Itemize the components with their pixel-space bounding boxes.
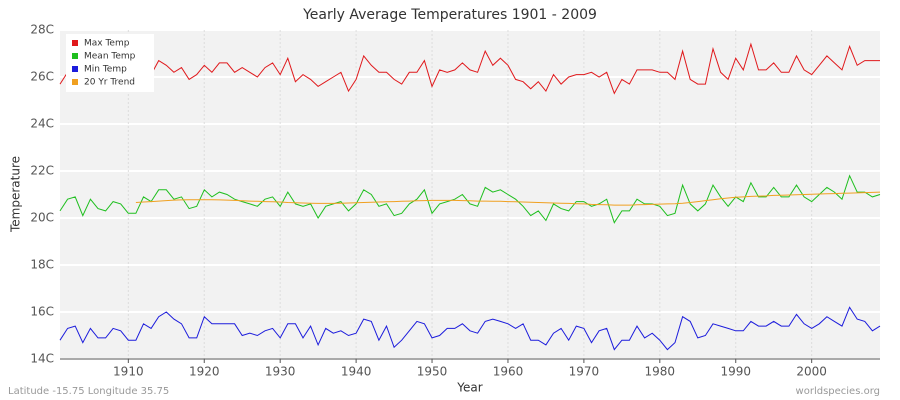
series-line — [59, 174, 881, 224]
legend-swatch — [72, 79, 78, 85]
footer-left: Latitude -15.75 Longitude 35.75 — [8, 386, 169, 397]
legend-label: Min Temp — [84, 65, 127, 75]
y-tick-label: 20C — [30, 211, 54, 225]
y-tick-label: 22C — [30, 164, 54, 178]
x-tick-label: 1980 — [645, 365, 676, 379]
legend-swatch — [72, 53, 78, 59]
footer-right: worldspecies.org — [796, 386, 880, 397]
legend-label: Mean Temp — [84, 52, 136, 62]
series-line — [135, 191, 881, 206]
series-line — [59, 42, 880, 95]
y-tick-label: 24C — [30, 117, 54, 131]
x-tick-label: 1910 — [113, 365, 144, 379]
y-tick-label: 28C — [30, 23, 54, 37]
chart-title: Yearly Average Temperatures 1901 - 2009 — [302, 7, 597, 23]
x-tick-label: 2000 — [796, 365, 827, 379]
y-tick-label: 26C — [30, 70, 54, 84]
x-tick-label: 1920 — [189, 365, 220, 379]
x-tick-label: 1970 — [569, 365, 600, 379]
x-tick-label: 1990 — [720, 365, 751, 379]
x-tick-label: 1940 — [341, 365, 372, 379]
y-axis-label: Temperature — [9, 156, 23, 233]
y-tick-label: 18C — [30, 258, 54, 272]
x-tick-label: 1930 — [265, 365, 296, 379]
legend-label: 20 Yr Trend — [84, 78, 135, 88]
x-tick-label: 1950 — [417, 365, 448, 379]
y-tick-label: 16C — [30, 305, 54, 319]
plot-background — [60, 30, 880, 359]
series-line — [59, 306, 881, 351]
x-axis-label: Year — [456, 381, 482, 395]
x-tick-label: 1960 — [493, 365, 524, 379]
legend-swatch — [72, 40, 78, 46]
y-tick-label: 14C — [30, 352, 54, 366]
legend-label: Max Temp — [84, 39, 130, 49]
legend-box — [66, 34, 154, 92]
legend-swatch — [72, 66, 78, 72]
